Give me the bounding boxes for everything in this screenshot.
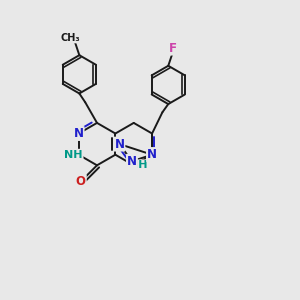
Text: NH: NH <box>64 150 83 160</box>
Text: N: N <box>147 148 157 161</box>
Text: N: N <box>147 148 157 161</box>
Text: N: N <box>127 155 137 168</box>
Text: N: N <box>74 127 84 140</box>
Text: NH: NH <box>129 160 147 170</box>
Text: O: O <box>76 175 86 188</box>
Text: N: N <box>115 138 124 151</box>
Text: CH₃: CH₃ <box>61 32 80 43</box>
Text: F: F <box>169 42 177 55</box>
